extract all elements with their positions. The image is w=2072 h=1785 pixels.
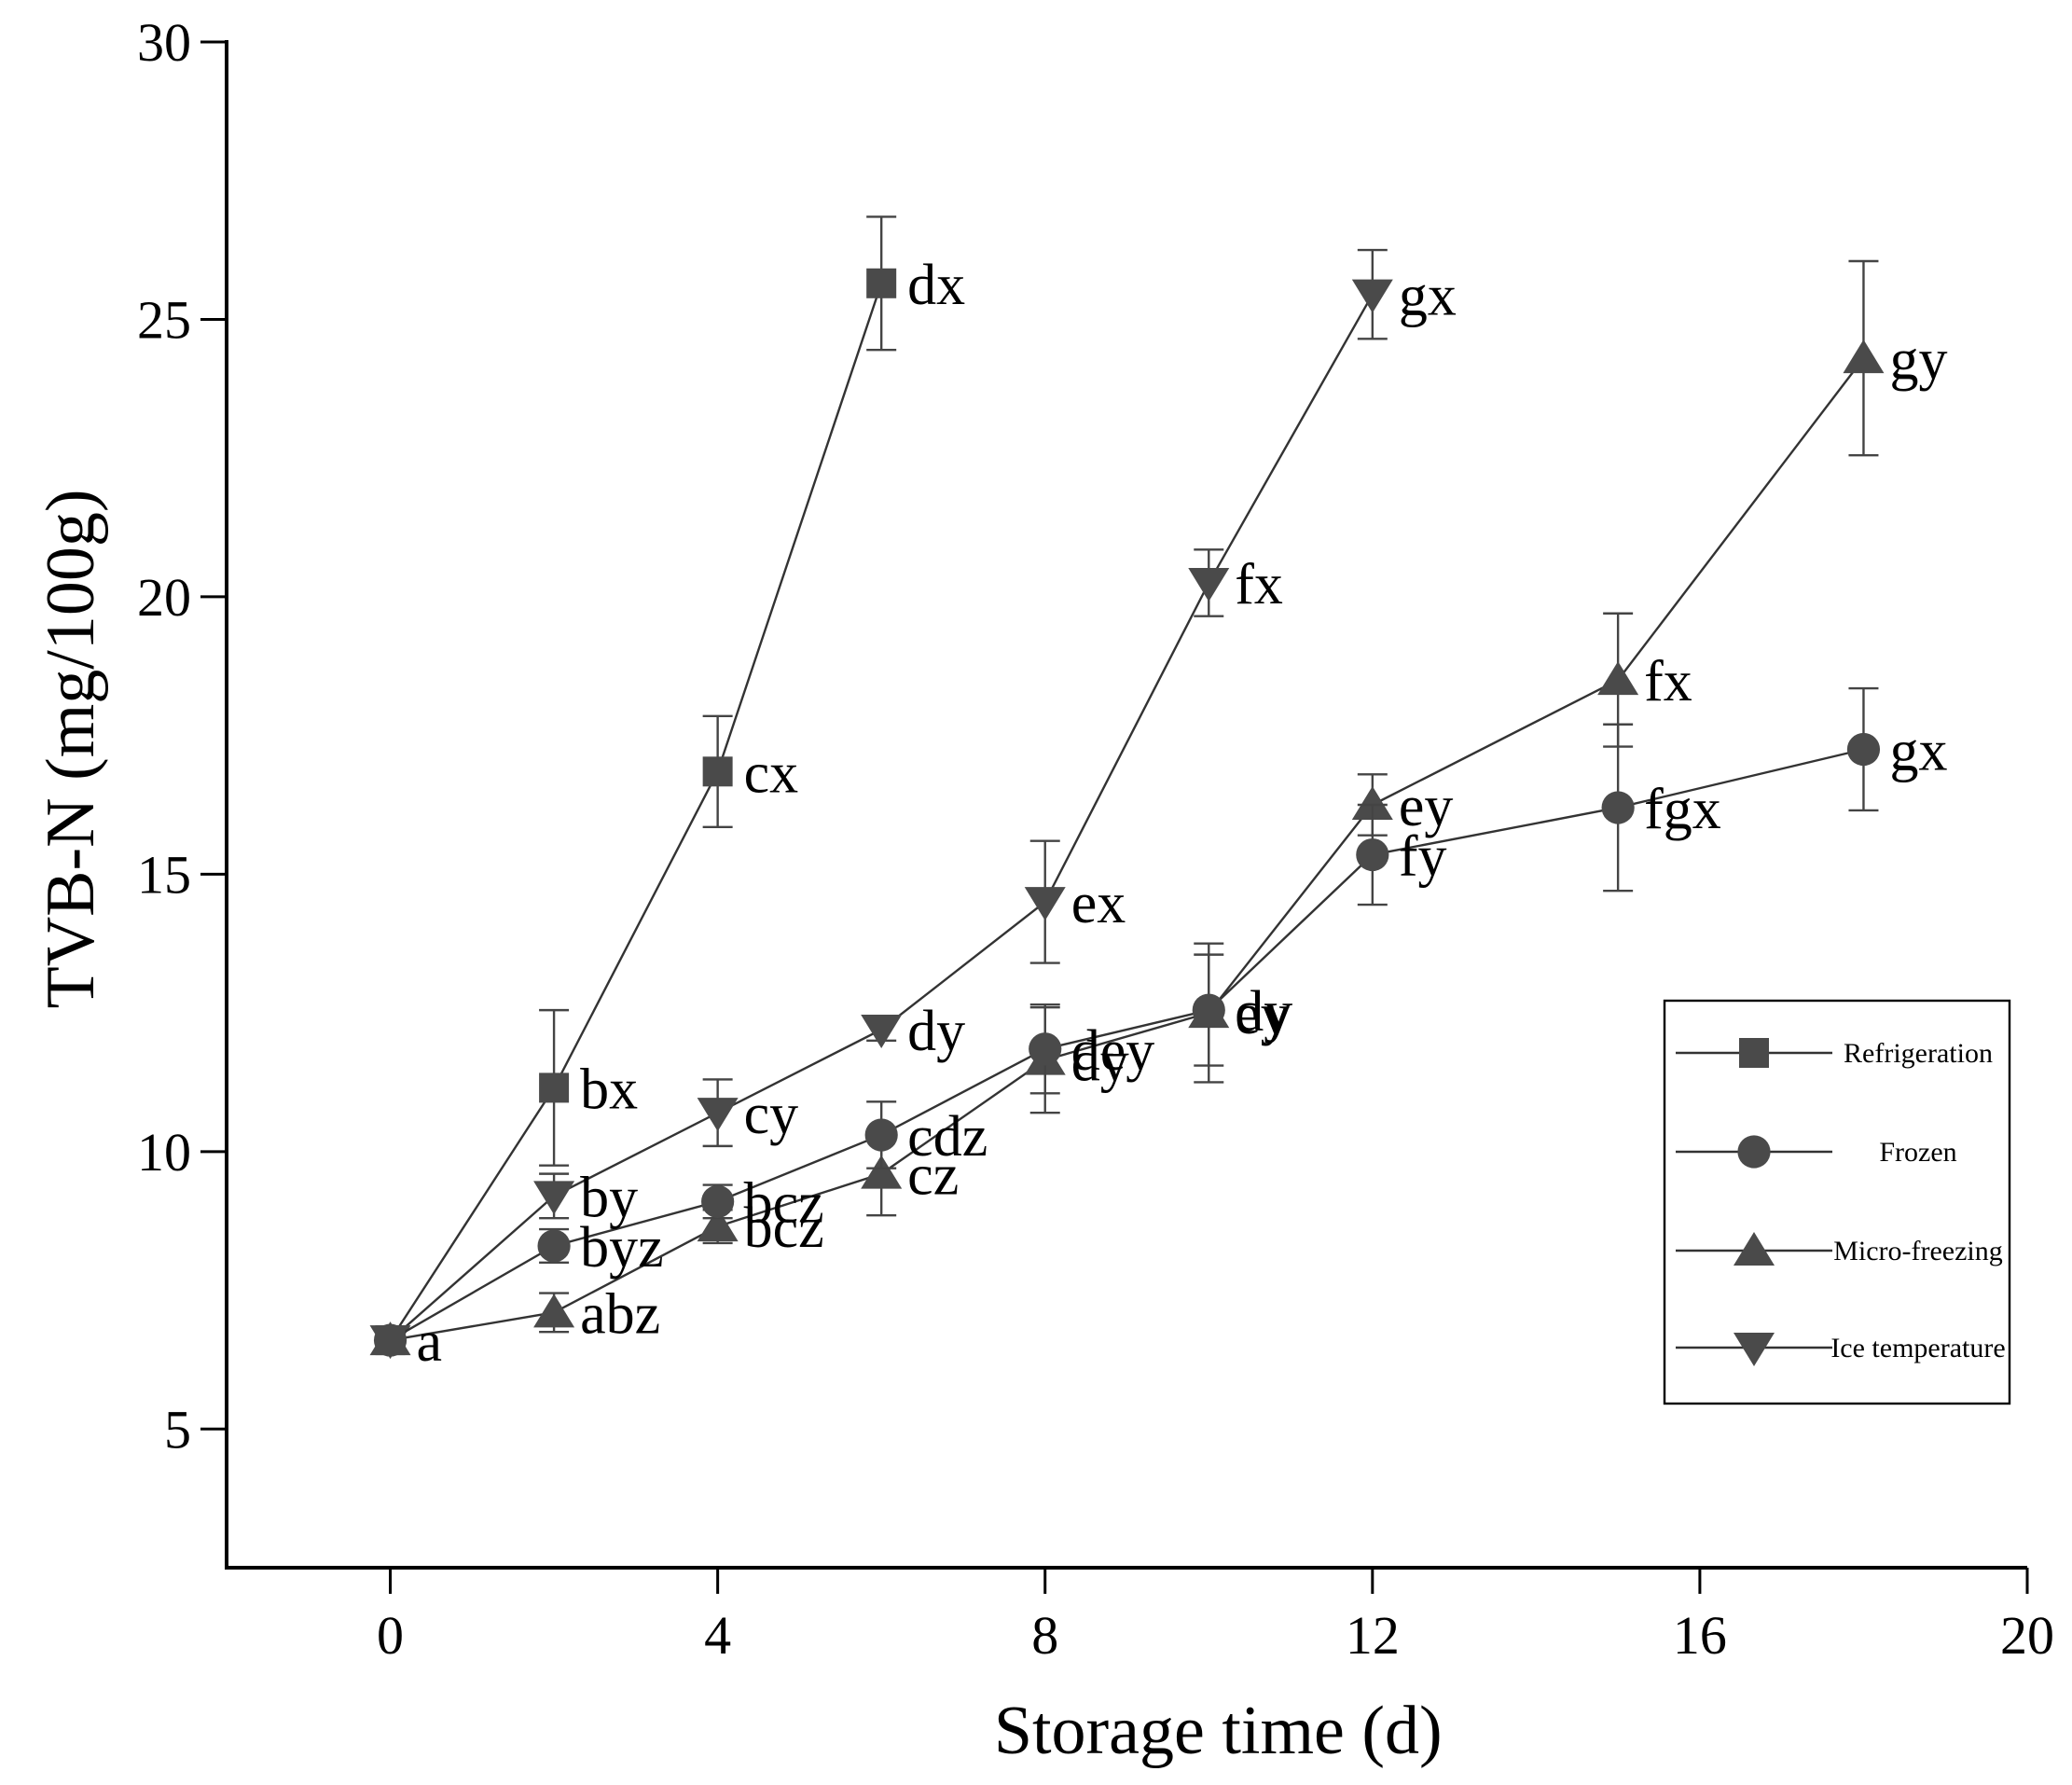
point-label: bcz [744,1197,824,1260]
point-label: gx [1399,265,1457,328]
data-point [1843,339,1885,374]
data-point [533,1181,575,1215]
data-point [1597,661,1639,696]
data-point [375,1325,406,1356]
legend-marker [1734,1232,1775,1266]
data-point [697,1208,739,1242]
data-point [702,756,733,787]
y-tick-label: 15 [137,844,191,905]
point-label: bcz [744,1171,824,1235]
series-refrigeration [375,215,897,1356]
point-label: abz [580,1282,660,1346]
axes: 5 10 15 20 25 30 0 4 8 12 16 20 [137,12,2054,1666]
legend: Refrigeration Frozen Micro-freezing Ice tem… [1663,999,2011,1405]
point-label: dy [1071,1031,1129,1094]
data-point [533,1294,575,1328]
point-label: bx [580,1058,638,1121]
series-line [389,283,883,1341]
point-label: fy [1399,825,1447,889]
point-label: dy [907,1000,965,1063]
x-tick-label: 8 [1031,1605,1058,1666]
x-axis-title: Storage time (d) [994,1693,1443,1769]
legend-label: Refrigeration [1844,1038,1993,1069]
legend-item-micro-freezing: Micro-freezing [1676,1232,2003,1266]
legend-marker [1737,1135,1771,1169]
data-point [537,1229,571,1263]
data-point [861,1014,903,1048]
legend-item-ice-temperature: Ice temperature [1676,1333,2006,1366]
point-label: dey [1071,1019,1155,1083]
point-labels: bxcxdxbyzbczcdzdeydyfyfgxgxabzbczczdyeye… [417,254,1948,1374]
legend-item-refrigeration: Refrigeration [1676,1038,1993,1069]
legend-box [1663,999,2011,1405]
data-point [1024,887,1066,921]
data-point [1351,279,1393,313]
point-label: ey [1399,775,1454,838]
data-point [1029,1032,1062,1066]
point-label: fx [1644,650,1692,713]
data-point [864,1118,898,1152]
point-label: cx [744,741,799,805]
point-label: ex [1071,872,1126,935]
point-label: gy [1889,328,1947,392]
data-point [1192,993,1225,1027]
point-label: cy [744,1083,799,1146]
data-point [539,1072,570,1103]
legend-label: Ice temperature [1830,1333,2005,1363]
point-label: byz [580,1216,664,1280]
x-tick-label: 12 [1346,1605,1400,1666]
point-label: fgx [1644,778,1721,841]
legend-label: Micro-freezing [1833,1236,2003,1266]
y-ticks: 5 10 15 20 25 30 [137,12,227,1460]
point-label: ey [1235,983,1290,1046]
x-tick-label: 4 [704,1605,731,1666]
data-point [1351,786,1393,820]
data-point [861,1155,903,1189]
y-tick-label: 25 [137,289,191,350]
legend-label: Frozen [1879,1137,1956,1168]
point-label: fx [1235,553,1283,616]
x-ticks: 0 4 8 12 16 20 [377,1568,2054,1666]
data-point [697,1098,739,1132]
data-point [1188,568,1230,602]
point-label: dy [1235,980,1292,1044]
point-label: by [580,1166,638,1229]
plot-area [369,215,1885,1360]
point-label: a [417,1310,443,1374]
x-tick-label: 0 [377,1605,404,1666]
point-label: cdz [907,1105,988,1169]
data-point [1601,791,1635,824]
y-tick-label: 30 [137,12,191,73]
data-point [866,268,897,298]
y-axis-title: TVB-N (mg/100g) [33,490,109,1009]
legend-marker [1739,1038,1769,1068]
legend-item-frozen: Frozen [1676,1135,1957,1169]
y-tick-label: 10 [137,1122,191,1183]
data-point [701,1184,735,1218]
point-label: dx [907,254,965,317]
data-point [1356,837,1389,872]
x-tick-label: 16 [1673,1605,1727,1666]
data-point [1846,732,1881,767]
legend-marker [1734,1333,1775,1366]
point-label: gx [1889,720,1947,783]
y-tick-label: 5 [164,1399,191,1460]
point-label: cz [907,1144,959,1208]
x-tick-label: 20 [2000,1605,2054,1666]
y-tick-label: 20 [137,567,191,628]
